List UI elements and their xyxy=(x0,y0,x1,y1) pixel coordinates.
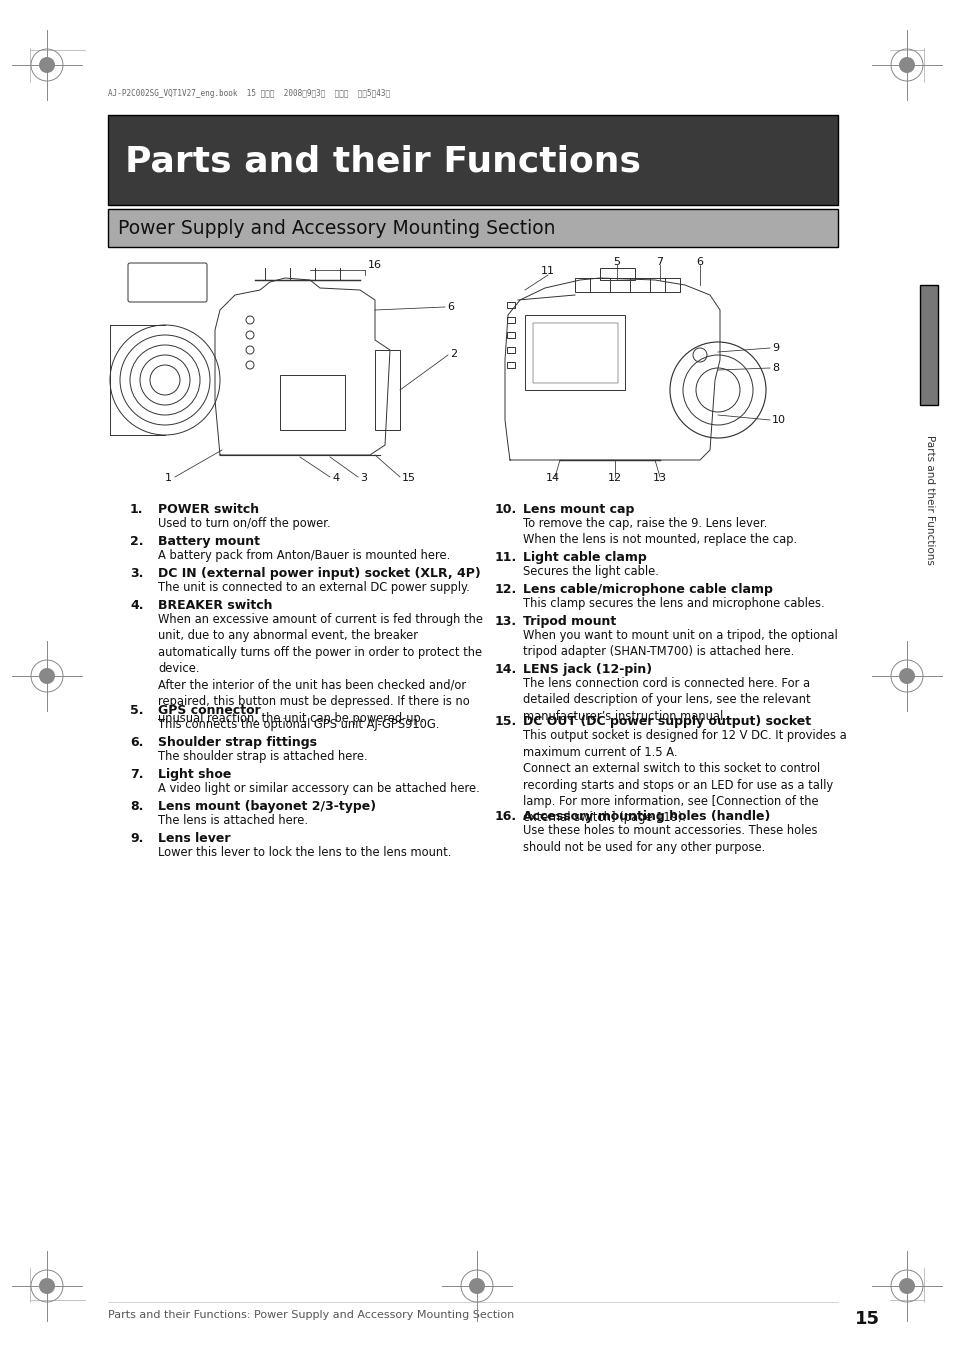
Text: 2: 2 xyxy=(450,349,456,359)
Text: A battery pack from Anton/Bauer is mounted here.: A battery pack from Anton/Bauer is mount… xyxy=(158,549,450,562)
Text: This clamp secures the lens and microphone cables.: This clamp secures the lens and micropho… xyxy=(522,597,823,611)
Text: 6.: 6. xyxy=(130,736,143,748)
Text: 3.: 3. xyxy=(130,567,143,580)
Text: 1.: 1. xyxy=(130,503,143,516)
Text: 13.: 13. xyxy=(495,615,517,628)
Circle shape xyxy=(39,1278,55,1294)
Circle shape xyxy=(898,667,914,684)
Text: 15.: 15. xyxy=(495,715,517,728)
Text: 11.: 11. xyxy=(495,551,517,563)
Text: BREAKER switch: BREAKER switch xyxy=(158,598,273,612)
Text: 7: 7 xyxy=(656,257,663,267)
Text: The unit is connected to an external DC power supply.: The unit is connected to an external DC … xyxy=(158,581,469,594)
Text: 2.: 2. xyxy=(130,535,143,549)
Text: 4.: 4. xyxy=(130,598,143,612)
Text: Tripod mount: Tripod mount xyxy=(522,615,616,628)
Text: Light cable clamp: Light cable clamp xyxy=(522,551,646,563)
Text: The lens is attached here.: The lens is attached here. xyxy=(158,815,308,827)
Text: To remove the cap, raise the 9. Lens lever.
When the lens is not mounted, replac: To remove the cap, raise the 9. Lens lev… xyxy=(522,517,797,547)
Text: 16: 16 xyxy=(368,259,381,270)
Text: 15: 15 xyxy=(401,473,416,484)
Text: 7.: 7. xyxy=(130,767,143,781)
Text: 16.: 16. xyxy=(495,811,517,823)
Text: When an excessive amount of current is fed through the
unit, due to any abnormal: When an excessive amount of current is f… xyxy=(158,613,482,725)
Text: Use these holes to mount accessories. These holes
should not be used for any oth: Use these holes to mount accessories. Th… xyxy=(522,824,817,854)
FancyBboxPatch shape xyxy=(919,285,937,405)
Circle shape xyxy=(898,1278,914,1294)
FancyBboxPatch shape xyxy=(108,115,837,205)
Text: Lower this lever to lock the lens to the lens mount.: Lower this lever to lock the lens to the… xyxy=(158,846,451,859)
Text: Light shoe: Light shoe xyxy=(158,767,232,781)
Text: AJ-P2C002SG_VQT1V27_eng.book  15 ページ  2008年9月3日  水曜日  午後5時43分: AJ-P2C002SG_VQT1V27_eng.book 15 ページ 2008… xyxy=(108,89,390,97)
Text: POWER switch: POWER switch xyxy=(158,503,259,516)
Text: 4: 4 xyxy=(332,473,338,484)
Text: The shoulder strap is attached here.: The shoulder strap is attached here. xyxy=(158,750,367,763)
Text: 8.: 8. xyxy=(130,800,143,813)
Text: Battery mount: Battery mount xyxy=(158,535,260,549)
Text: 15: 15 xyxy=(854,1310,879,1328)
Text: Lens cable/microphone cable clamp: Lens cable/microphone cable clamp xyxy=(522,584,772,596)
Text: 5.: 5. xyxy=(130,704,143,717)
Text: Used to turn on/off the power.: Used to turn on/off the power. xyxy=(158,517,331,530)
Text: This connects the optional GPS unit AJ-GPS910G.: This connects the optional GPS unit AJ-G… xyxy=(158,717,439,731)
Text: 3: 3 xyxy=(359,473,367,484)
Text: Parts and their Functions: Parts and their Functions xyxy=(125,145,640,178)
Text: DC IN (external power input) socket (XLR, 4P): DC IN (external power input) socket (XLR… xyxy=(158,567,480,580)
Text: Power Supply and Accessory Mounting Section: Power Supply and Accessory Mounting Sect… xyxy=(118,219,555,238)
Text: 14.: 14. xyxy=(495,663,517,676)
Text: 13: 13 xyxy=(652,473,666,484)
Text: Parts and their Functions: Power Supply and Accessory Mounting Section: Parts and their Functions: Power Supply … xyxy=(108,1310,514,1320)
Text: 1: 1 xyxy=(165,473,172,484)
Text: Secures the light cable.: Secures the light cable. xyxy=(522,565,659,578)
Text: Accessory mounting holes (handle): Accessory mounting holes (handle) xyxy=(522,811,770,823)
Text: Shoulder strap fittings: Shoulder strap fittings xyxy=(158,736,316,748)
Text: When you want to mount unit on a tripod, the optional
tripod adapter (SHAN-TM700: When you want to mount unit on a tripod,… xyxy=(522,630,837,658)
Text: A video light or similar accessory can be attached here.: A video light or similar accessory can b… xyxy=(158,782,479,794)
Circle shape xyxy=(39,57,55,73)
Text: 5: 5 xyxy=(613,257,619,267)
Text: Lens mount cap: Lens mount cap xyxy=(522,503,634,516)
Text: 6: 6 xyxy=(696,257,702,267)
Text: 12: 12 xyxy=(607,473,621,484)
Text: 14: 14 xyxy=(545,473,559,484)
Text: 10: 10 xyxy=(771,415,785,426)
FancyBboxPatch shape xyxy=(108,209,837,247)
Text: 10.: 10. xyxy=(495,503,517,516)
Text: 8: 8 xyxy=(771,363,779,373)
Text: This output socket is designed for 12 V DC. It provides a
maximum current of 1.5: This output socket is designed for 12 V … xyxy=(522,730,846,824)
Text: DC OUT (DC power supply output) socket: DC OUT (DC power supply output) socket xyxy=(522,715,810,728)
Text: LENS jack (12-pin): LENS jack (12-pin) xyxy=(522,663,652,676)
Circle shape xyxy=(898,57,914,73)
Text: Lens lever: Lens lever xyxy=(158,832,231,844)
Text: 6: 6 xyxy=(447,303,454,312)
Text: The lens connection cord is connected here. For a
detailed description of your l: The lens connection cord is connected he… xyxy=(522,677,810,723)
Circle shape xyxy=(469,1278,484,1294)
Circle shape xyxy=(39,667,55,684)
Text: 11: 11 xyxy=(540,266,555,276)
Text: Parts and their Functions: Parts and their Functions xyxy=(924,435,934,565)
Text: 9.: 9. xyxy=(130,832,143,844)
Text: 9: 9 xyxy=(771,343,779,353)
Text: Lens mount (bayonet 2/3-type): Lens mount (bayonet 2/3-type) xyxy=(158,800,375,813)
Text: 12.: 12. xyxy=(495,584,517,596)
Text: GPS connector: GPS connector xyxy=(158,704,260,717)
